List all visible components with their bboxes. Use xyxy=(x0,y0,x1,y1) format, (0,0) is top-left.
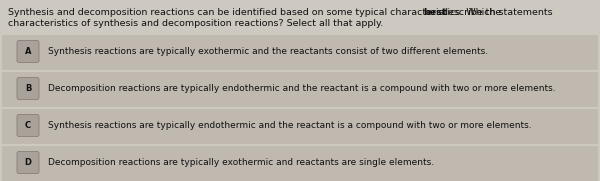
Text: C: C xyxy=(25,121,31,130)
Text: Synthesis reactions are typically endothermic and the reactant is a compound wit: Synthesis reactions are typically endoth… xyxy=(48,121,532,130)
Text: characteristics of synthesis and decomposition reactions? Select all that apply.: characteristics of synthesis and decompo… xyxy=(8,18,383,28)
FancyBboxPatch shape xyxy=(2,33,598,70)
Text: Decomposition reactions are typically exothermic and reactants are single elemen: Decomposition reactions are typically ex… xyxy=(48,158,434,167)
Text: B: B xyxy=(25,84,31,93)
Text: D: D xyxy=(25,158,32,167)
Text: describe the: describe the xyxy=(439,8,501,17)
FancyBboxPatch shape xyxy=(17,77,39,100)
FancyBboxPatch shape xyxy=(2,71,598,106)
Text: best: best xyxy=(423,8,446,17)
FancyBboxPatch shape xyxy=(17,151,39,174)
Text: Synthesis reactions are typically exothermic and the reactants consist of two di: Synthesis reactions are typically exothe… xyxy=(48,47,488,56)
FancyBboxPatch shape xyxy=(17,115,39,136)
Text: Synthesis and decomposition reactions can be identified based on some typical ch: Synthesis and decomposition reactions ca… xyxy=(8,8,556,17)
Text: Decomposition reactions are typically endothermic and the reactant is a compound: Decomposition reactions are typically en… xyxy=(48,84,556,93)
Text: A: A xyxy=(25,47,31,56)
FancyBboxPatch shape xyxy=(2,108,598,144)
FancyBboxPatch shape xyxy=(2,144,598,180)
FancyBboxPatch shape xyxy=(17,41,39,62)
